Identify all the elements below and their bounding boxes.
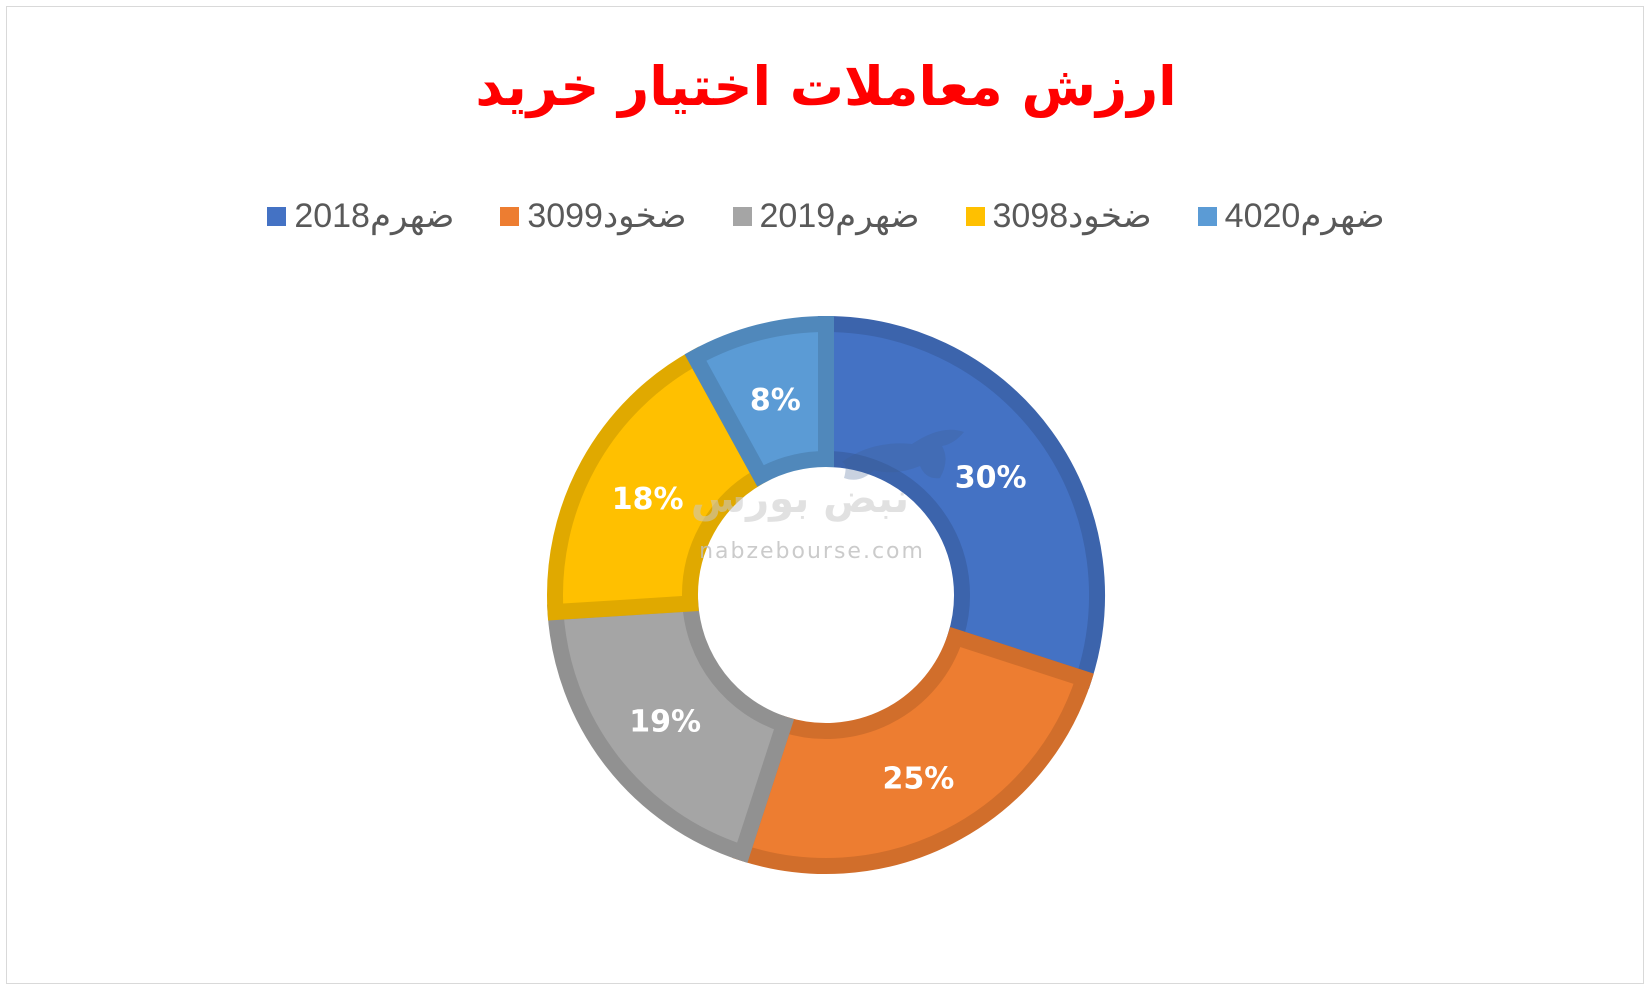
- donut-labels: 30% 25% 19% 18% 8%: [612, 383, 1027, 796]
- legend-item: ضهرم2019: [732, 196, 920, 236]
- legend-item: ضهرم4020: [1197, 196, 1385, 236]
- legend-label: ضهرم4020: [1224, 197, 1385, 235]
- watermark-brand: نبض بورس: [691, 476, 909, 522]
- legend-swatch: [500, 206, 520, 226]
- data-label: 18%: [612, 482, 684, 517]
- watermark-url: nabzebourse.com: [699, 539, 925, 564]
- legend-item: ضهرم2018: [267, 196, 454, 236]
- data-label: 30%: [955, 460, 1027, 495]
- donut-slice: [547, 346, 772, 621]
- donut-slice: [818, 315, 1105, 689]
- legend-label: ضخود3099: [527, 197, 687, 235]
- donut-slice: [732, 626, 1094, 874]
- legend-swatch: [732, 206, 752, 226]
- donut-slice: [684, 315, 834, 487]
- legend-item: ضخود3098: [965, 196, 1152, 236]
- donut-slice: [547, 595, 795, 863]
- legend-item: ضخود3099: [500, 196, 687, 236]
- legend-swatch: [1197, 206, 1217, 226]
- legend-swatch: [267, 206, 287, 226]
- data-label: 25%: [882, 761, 954, 796]
- legend-label: ضهرم2018: [294, 197, 455, 235]
- legend-label: ضهرم2019: [759, 197, 920, 235]
- donut-slices: [547, 315, 1105, 874]
- data-label: 8%: [750, 383, 801, 418]
- legend-swatch: [965, 206, 985, 226]
- chart-legend: ضهرم2018 ضخود3099 ضهرم2019 ضخود3098 ضهرم4020: [0, 196, 1652, 236]
- legend-label: ضخود3098: [992, 197, 1152, 235]
- data-label: 19%: [629, 705, 701, 740]
- bull-icon: [842, 429, 964, 480]
- chart-title: ارزش معاملات اختیار خرید: [475, 55, 1177, 118]
- watermark: نبض بورس nabzebourse.com: [691, 429, 964, 564]
